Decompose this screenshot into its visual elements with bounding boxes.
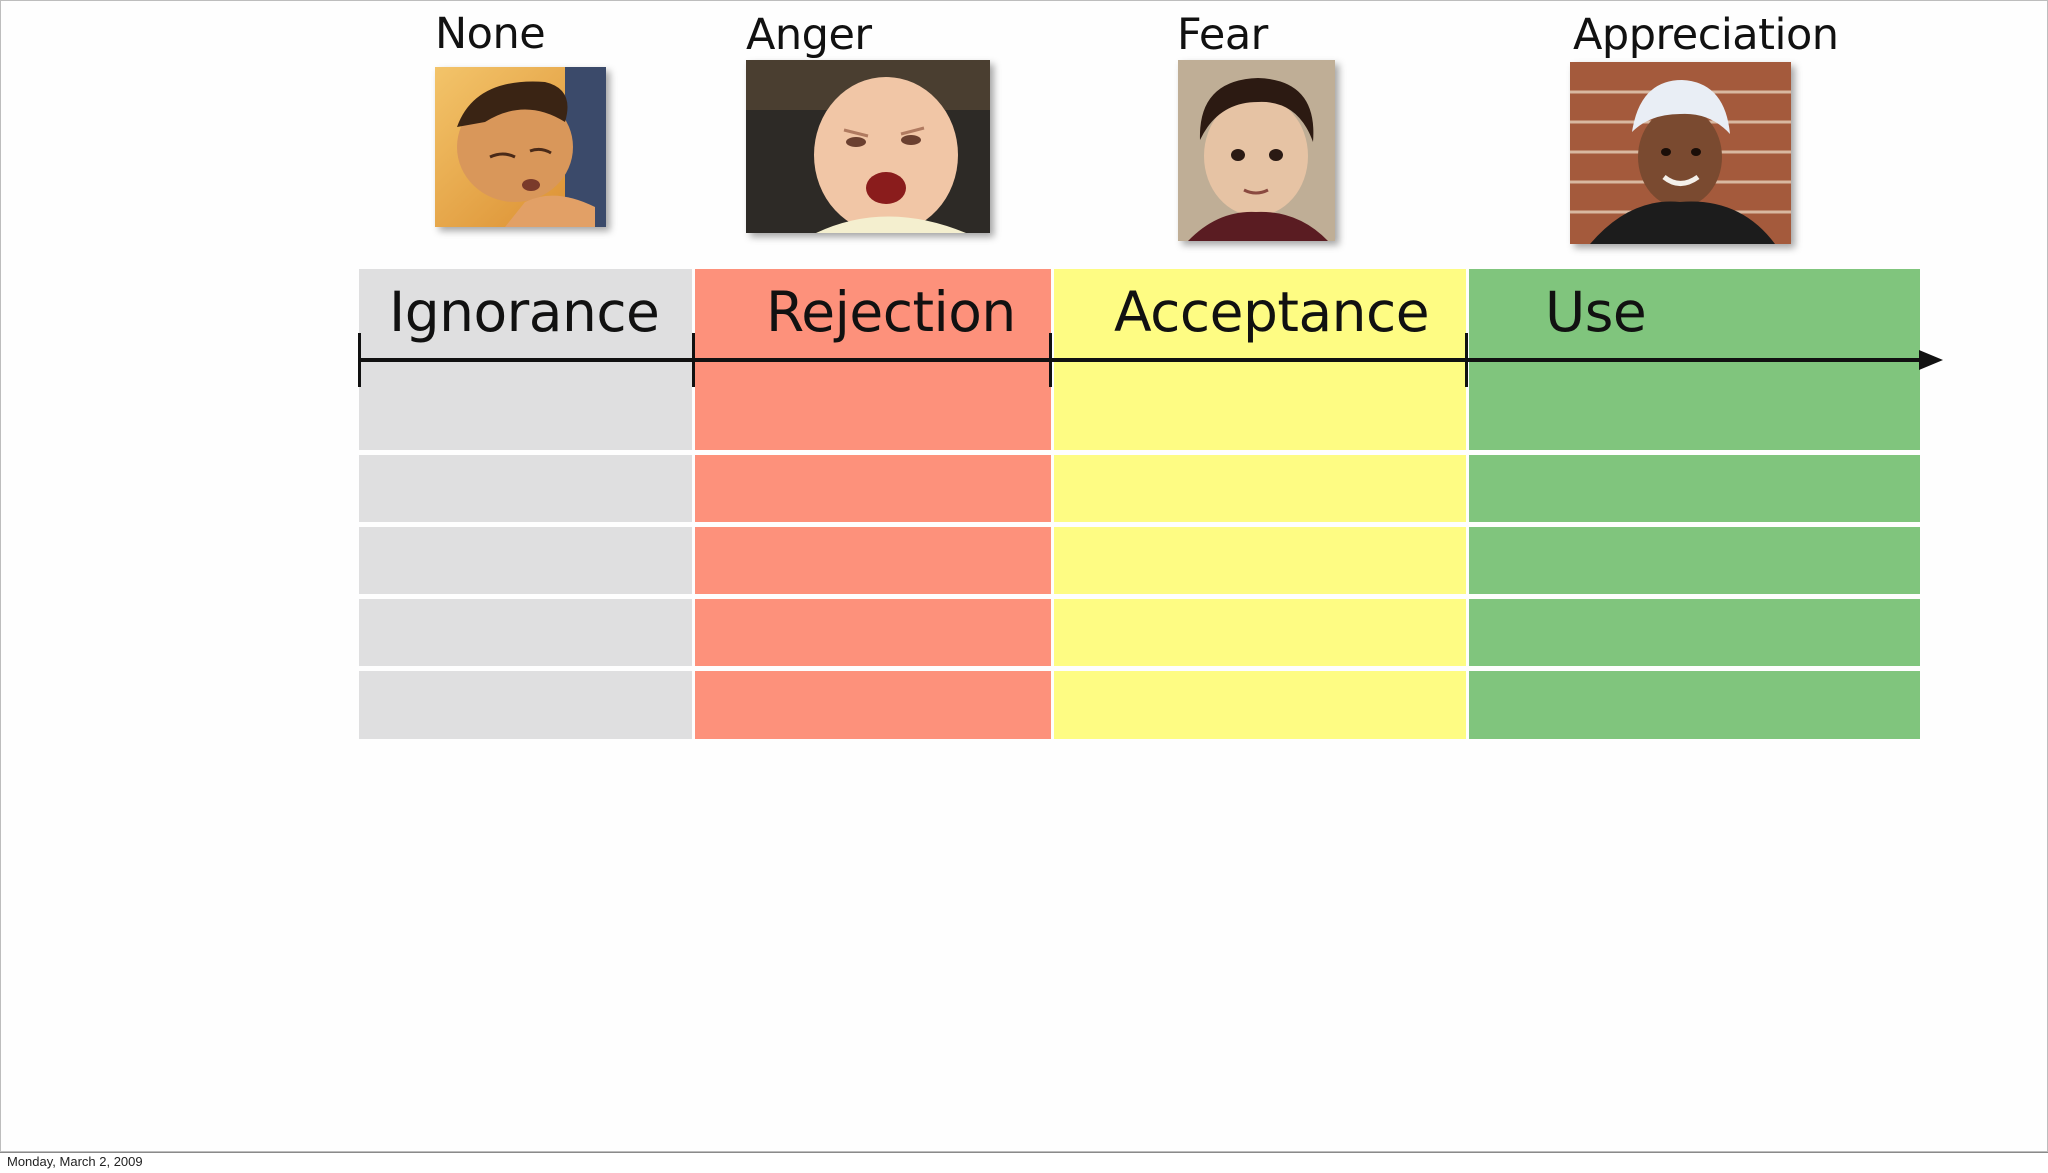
cell: [1469, 527, 1920, 594]
emotion-label-fear: Fear: [1177, 10, 1268, 60]
cell: [359, 455, 692, 522]
cell: [1054, 455, 1466, 522]
angry-baby-photo: [746, 60, 990, 233]
emotion-label-anger: Anger: [746, 10, 872, 60]
scared-boy-photo: [1178, 60, 1335, 241]
sleeping-child-photo: [435, 67, 606, 227]
footer-date: Monday, March 2, 2009: [7, 1154, 143, 1169]
cell: [1054, 599, 1466, 666]
emotion-label-appreciation: Appreciation: [1573, 10, 1839, 60]
cell: [1054, 527, 1466, 594]
cell: [1054, 671, 1466, 739]
stage-label-rejection: Rejection: [766, 280, 1016, 344]
cell: [1469, 599, 1920, 666]
cell: [695, 527, 1051, 594]
emotion-label-none: None: [435, 9, 546, 59]
cell: [1469, 671, 1920, 739]
cell: [695, 671, 1051, 739]
timeline-tick: [692, 333, 695, 387]
cell: [695, 455, 1051, 522]
timeline-axis: [359, 358, 1929, 362]
cell: [359, 599, 692, 666]
stage-label-use: Use: [1545, 280, 1647, 344]
cell: [359, 671, 692, 739]
cell: [359, 527, 692, 594]
stage-label-ignorance: Ignorance: [389, 280, 660, 344]
cell: [1469, 455, 1920, 522]
timeline-tick: [1049, 333, 1052, 387]
timeline-arrow-head: [1919, 350, 1943, 370]
timeline-tick: [358, 333, 361, 387]
cell: [695, 599, 1051, 666]
stage-label-acceptance: Acceptance: [1114, 280, 1430, 344]
smiling-girl-photo: [1570, 62, 1791, 244]
timeline-tick: [1465, 333, 1468, 387]
footer-bar: [0, 1152, 2048, 1173]
